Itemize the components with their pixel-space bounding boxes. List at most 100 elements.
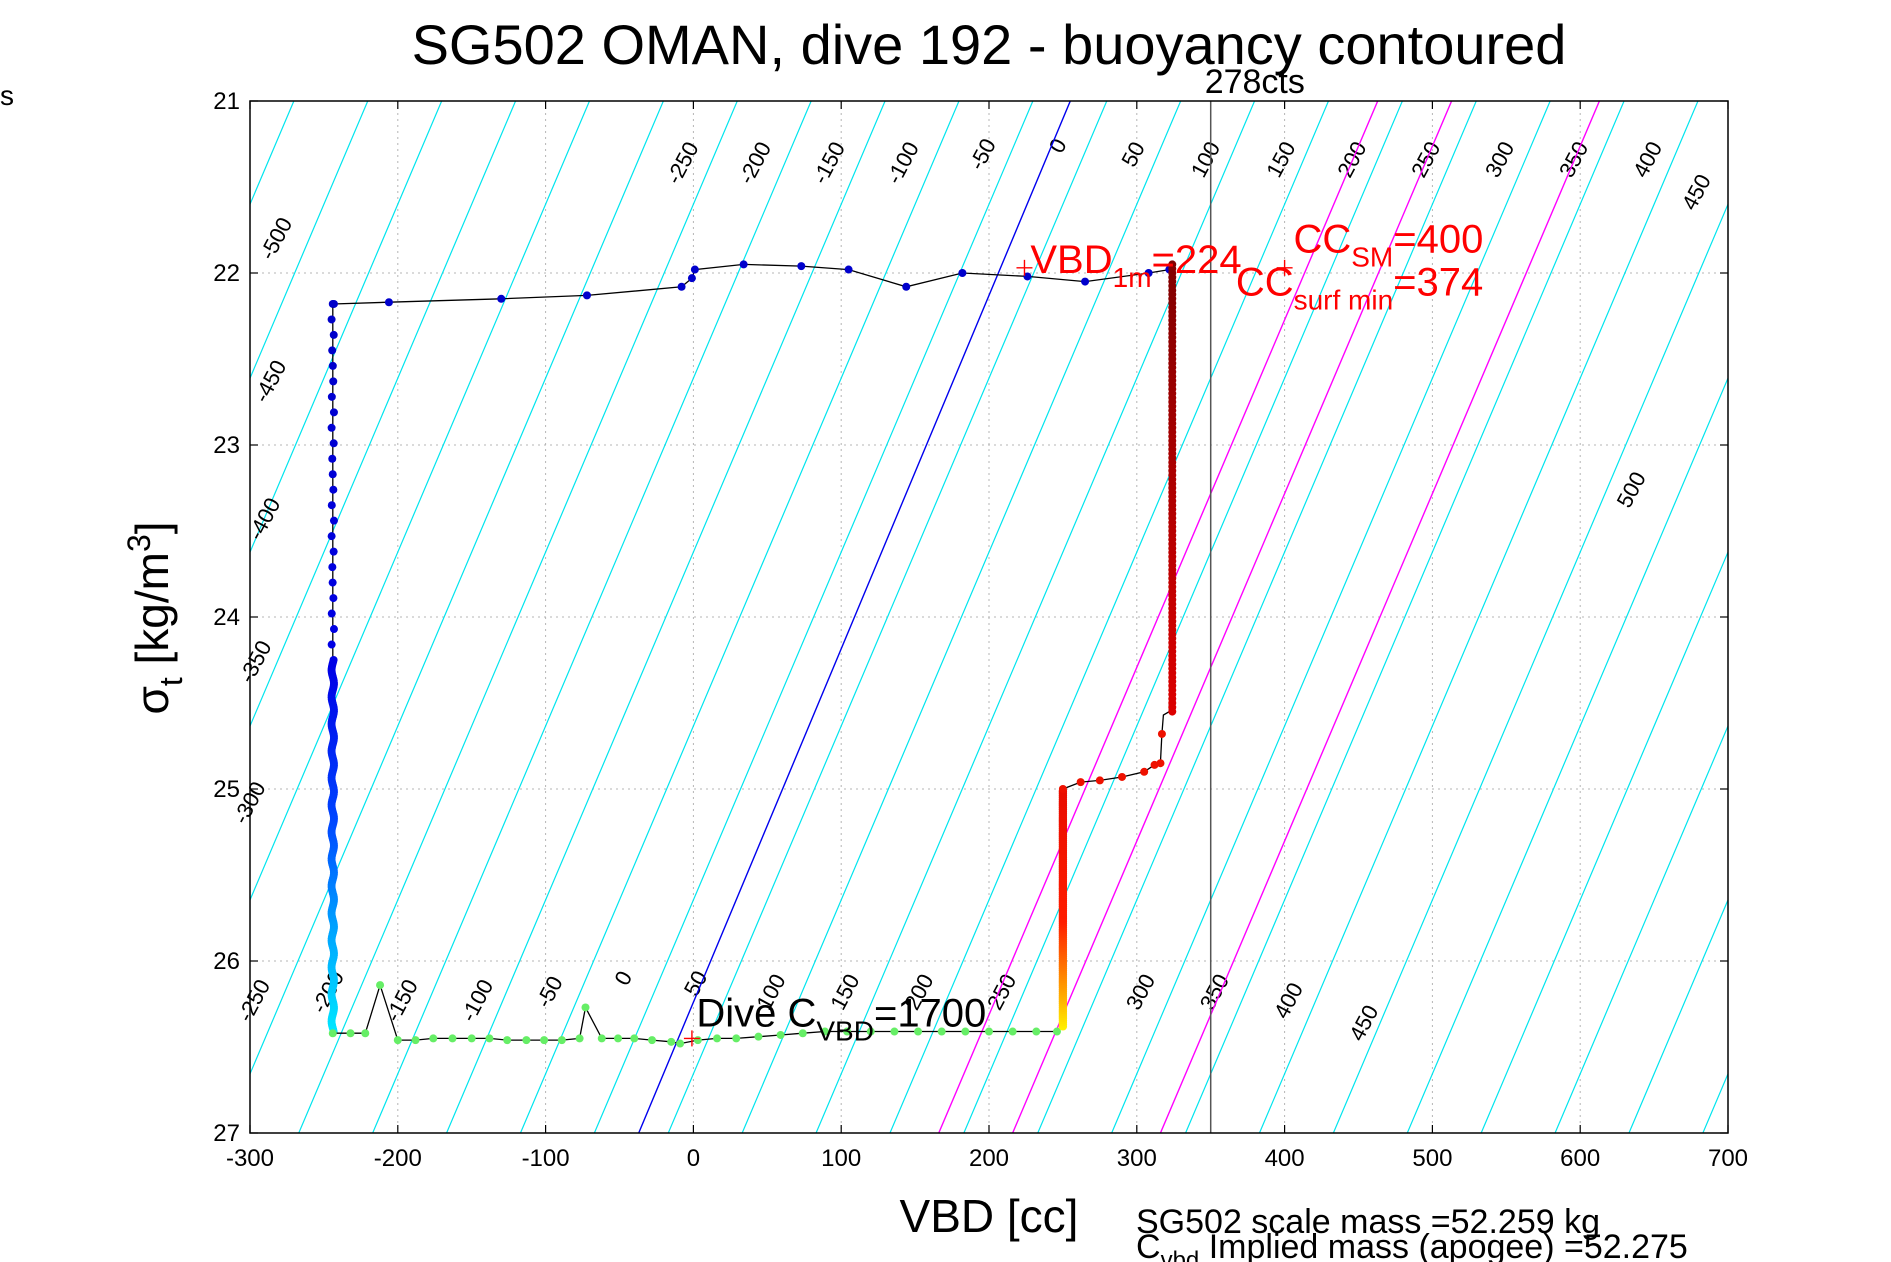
- annotation-text: CCsurf min=374: [1236, 260, 1483, 315]
- x-tick-label: 200: [969, 1145, 1009, 1172]
- bottom-point: [732, 1034, 741, 1043]
- descent-point: [384, 298, 393, 307]
- left-column-point: [327, 501, 336, 510]
- bottom-point: [667, 1037, 676, 1046]
- bottom-point: [676, 1039, 685, 1048]
- y-axis-label-rest: [kg/m: [126, 552, 178, 677]
- bottom-point: [1008, 1027, 1017, 1036]
- left-column-point: [329, 625, 338, 634]
- bottom-point: [713, 1034, 722, 1043]
- contour-line: [250, 101, 369, 380]
- bottom-point: [798, 1029, 807, 1038]
- bottom-point: [557, 1036, 566, 1045]
- left-column-point: [328, 578, 337, 587]
- descent-point: [582, 291, 591, 300]
- y-axis-label-sup: 3: [121, 534, 157, 552]
- bottom-point: [937, 1027, 946, 1036]
- descent-point: [677, 282, 686, 291]
- left-column-point: [328, 361, 337, 370]
- contour-line: [1480, 550, 1728, 1133]
- annotation-text: Dive CVBD=1700: [696, 991, 986, 1046]
- left-column-point: [329, 377, 338, 386]
- descent-point: [844, 265, 853, 274]
- red-path-point: [1076, 778, 1085, 787]
- implied-mass-text: Cvbd Implied mass (apogee) =52.275: [1136, 1228, 1688, 1262]
- left-column-point: [329, 299, 338, 308]
- bottom-point: [467, 1034, 476, 1043]
- y-axis-label-main: σ: [126, 686, 178, 714]
- left-column-point: [329, 408, 338, 417]
- bottom-point: [820, 1027, 829, 1036]
- left-column-point: [327, 640, 336, 649]
- contour-line: [250, 101, 664, 1076]
- bottom-point: [429, 1034, 438, 1043]
- vbd-limit-label: 278cts: [1205, 63, 1305, 101]
- bottom-point: [754, 1032, 763, 1041]
- y-tick-label: 26: [213, 948, 240, 975]
- left-column-point: [329, 330, 338, 339]
- red-path-point: [1095, 776, 1104, 785]
- x-axis-label: VBD [cc]: [900, 1190, 1079, 1242]
- x-tick-label: 500: [1412, 1145, 1452, 1172]
- contour-line: [667, 101, 1108, 1133]
- annotation-text: CCSM=400: [1293, 217, 1483, 272]
- contour-line: [519, 101, 960, 1133]
- svg-text:σt [kg/m3]: σt [kg/m3]: [121, 521, 189, 714]
- contour-line: [1185, 101, 1625, 1133]
- descent-point: [497, 294, 506, 303]
- contour-line: [298, 101, 738, 1133]
- contour-line: [1111, 101, 1551, 1133]
- bottom-point: [890, 1027, 899, 1036]
- bottom-point: [614, 1034, 623, 1043]
- left-column-point: [329, 516, 338, 525]
- red-path-point: [1156, 759, 1165, 768]
- grid-lines: [250, 101, 1728, 1133]
- contour-line: [250, 101, 517, 728]
- contour-line: [889, 101, 1330, 1133]
- x-tick-label: 400: [1265, 1145, 1305, 1172]
- y-tick-label: 22: [213, 260, 240, 287]
- reference-line: [938, 101, 1379, 1133]
- red-path-point: [1118, 772, 1127, 781]
- bottom-point: [448, 1034, 457, 1043]
- annotation-text: VBD1m=224: [1030, 238, 1241, 293]
- bottom-point: [393, 1036, 402, 1045]
- descent-point: [1081, 277, 1090, 286]
- bottom-point: [503, 1036, 512, 1045]
- x-tick-label: 600: [1560, 1145, 1600, 1172]
- bottom-point: [522, 1036, 531, 1045]
- red-path-point: [1058, 785, 1067, 793]
- x-tick-label: -200: [374, 1145, 422, 1172]
- bottom-point: [411, 1036, 420, 1045]
- left-column-point: [329, 594, 338, 603]
- descent-point: [687, 274, 696, 283]
- bottom-point: [693, 1036, 702, 1045]
- descent-line: [332, 263, 1170, 305]
- left-column-point: [329, 547, 338, 556]
- y-axis-label-end: ]: [126, 521, 178, 534]
- bottom-point: [597, 1034, 606, 1043]
- corner-text: s: [0, 80, 14, 111]
- contour-line: [250, 101, 591, 902]
- contour-line: [815, 101, 1256, 1133]
- y-axis-label-sub: t: [153, 677, 189, 686]
- bottom-point: [985, 1027, 993, 1036]
- left-column-point: [327, 609, 336, 618]
- y-tick-label: 27: [213, 1120, 240, 1147]
- contour-line: [372, 101, 812, 1133]
- bottom-point: [843, 1027, 852, 1036]
- bottom-point: [485, 1034, 494, 1043]
- bottom-point: [1032, 1027, 1041, 1036]
- descent-point: [1023, 272, 1032, 281]
- x-tick-label: 700: [1708, 1145, 1748, 1172]
- bottom-point: [575, 1034, 584, 1043]
- bottom-point: [361, 1029, 370, 1038]
- descent-point: [1144, 269, 1153, 277]
- left-column-point: [328, 470, 337, 479]
- y-tick-label: 21: [213, 88, 240, 115]
- bottom-point: [914, 1027, 923, 1036]
- bottom-point: [776, 1030, 785, 1039]
- x-tick-label: 100: [821, 1145, 861, 1172]
